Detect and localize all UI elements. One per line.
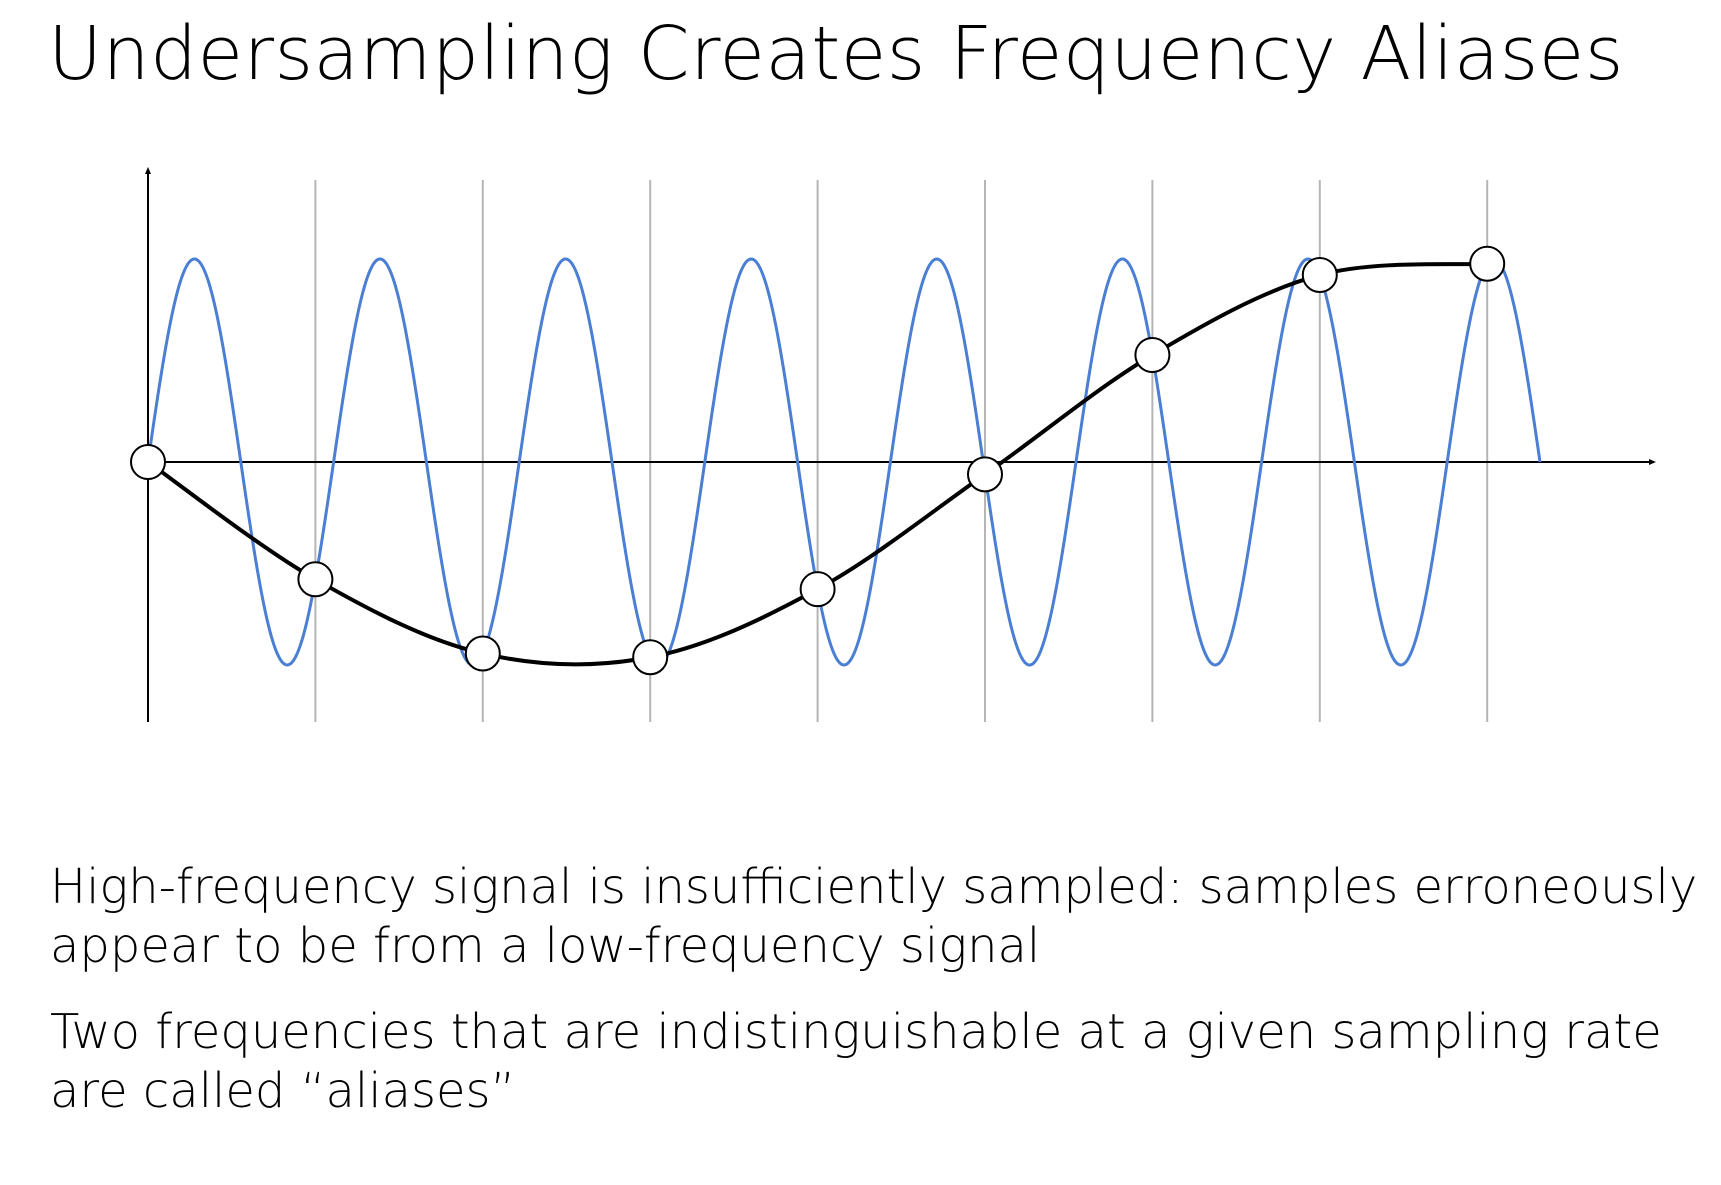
y-axis-arrow	[145, 167, 151, 174]
sample-point	[130, 444, 166, 480]
sample-point	[1301, 256, 1338, 293]
slide-title: Undersampling Creates Frequency Aliases	[48, 11, 1624, 97]
sample-point	[1134, 336, 1171, 373]
axes	[145, 167, 1656, 722]
sample-point	[1469, 245, 1506, 282]
sample-point	[464, 635, 501, 672]
high-frequency-signal	[146, 257, 1542, 667]
sample-point	[967, 456, 1003, 493]
sample-point	[799, 571, 836, 608]
sample-points	[130, 245, 1506, 676]
x-axis-arrow	[1649, 459, 1656, 465]
bullet-list: High-frequency signal is insufficiently …	[50, 858, 1710, 1148]
sample-point	[632, 639, 669, 676]
aliasing-diagram	[130, 167, 1656, 722]
bullet-aliases: Two frequencies that are indistinguishab…	[50, 1004, 1662, 1119]
bullet-undersampling: High-frequency signal is insufficiently …	[50, 859, 1698, 974]
sample-point	[297, 561, 334, 598]
